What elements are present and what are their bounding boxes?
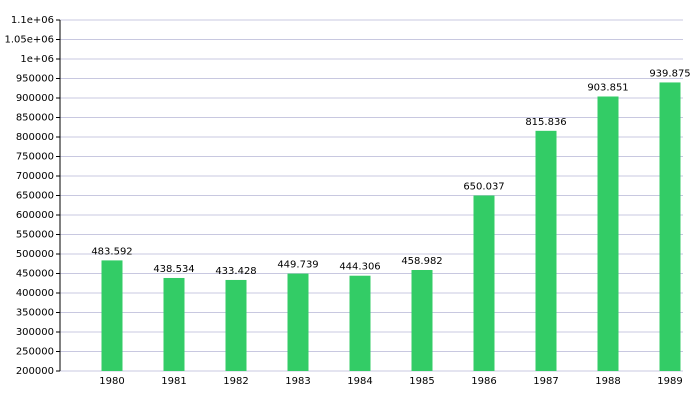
y-tick-label: 400000 — [16, 288, 54, 299]
y-tick-label: 450000 — [16, 269, 54, 280]
value-label: 433.428 — [215, 266, 256, 277]
bar — [163, 277, 185, 371]
bar — [225, 279, 247, 371]
y-tick-label: 650000 — [16, 191, 54, 202]
value-label: 444.306 — [339, 262, 380, 273]
y-tick-label: 300000 — [16, 327, 54, 338]
y-tick-label: 850000 — [16, 113, 54, 124]
bar — [101, 260, 123, 371]
y-tick-label: 200000 — [16, 366, 54, 377]
x-tick-label: 1982 — [223, 376, 248, 387]
y-tick-label: 250000 — [16, 347, 54, 358]
y-tick-label: 700000 — [16, 171, 54, 182]
bar — [473, 195, 495, 371]
x-tick-label: 1983 — [285, 376, 310, 387]
value-label: 939.875 — [649, 68, 690, 79]
x-tick-label: 1987 — [533, 376, 558, 387]
y-tick-label: 1e+06 — [20, 54, 54, 65]
y-tick-label: 800000 — [16, 132, 54, 143]
bar — [411, 269, 433, 371]
y-tick-label: 750000 — [16, 152, 54, 163]
value-label: 449.739 — [277, 260, 318, 271]
value-label: 438.534 — [153, 264, 194, 275]
y-tick-label: 550000 — [16, 230, 54, 241]
value-label: 650.037 — [463, 181, 504, 192]
value-label: 903.851 — [587, 82, 628, 93]
bar — [349, 275, 371, 371]
y-tick-label: 950000 — [16, 74, 54, 85]
value-label: 458.982 — [401, 256, 442, 267]
bar — [535, 130, 557, 371]
value-label: 483.592 — [91, 246, 132, 257]
x-tick-label: 1980 — [99, 376, 124, 387]
y-tick-label: 900000 — [16, 93, 54, 104]
bar — [597, 96, 619, 371]
y-tick-label: 350000 — [16, 308, 54, 319]
x-tick-label: 1984 — [347, 376, 372, 387]
x-tick-label: 1989 — [657, 376, 682, 387]
x-tick-label: 1985 — [409, 376, 434, 387]
y-tick-label: 1.1e+06 — [11, 15, 54, 26]
y-tick-label: 600000 — [16, 210, 54, 221]
x-tick-label: 1988 — [595, 376, 620, 387]
bar — [287, 273, 309, 371]
x-tick-label: 1981 — [161, 376, 186, 387]
y-tick-label: 1.05e+06 — [4, 35, 54, 46]
x-tick-label: 1986 — [471, 376, 496, 387]
y-tick-label: 500000 — [16, 249, 54, 260]
bar — [659, 82, 681, 371]
value-label: 815.836 — [525, 117, 566, 128]
